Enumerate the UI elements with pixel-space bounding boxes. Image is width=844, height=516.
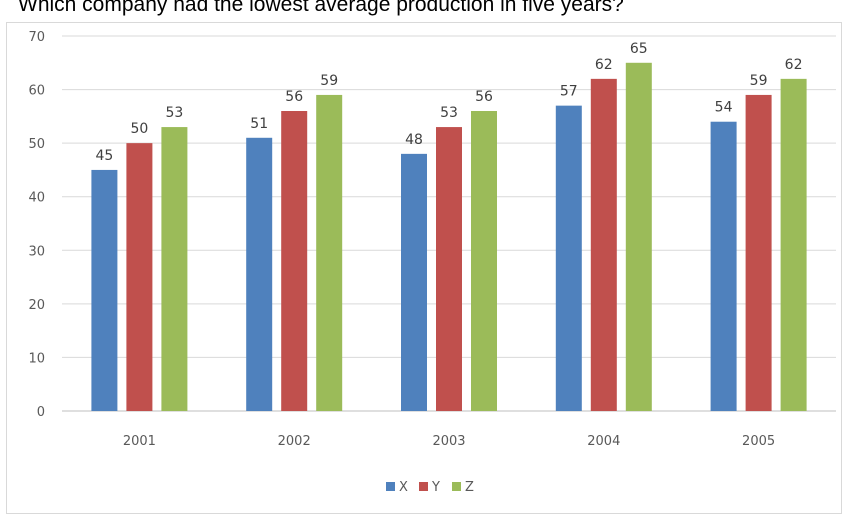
x-tick-label: 2003 <box>432 434 465 449</box>
bar-z-2002 <box>316 94 343 411</box>
data-label: 65 <box>630 41 648 57</box>
legend-swatch-z <box>452 482 461 491</box>
y-tick-label: 40 <box>28 191 45 206</box>
data-label: 59 <box>750 73 768 89</box>
bar-z-2001 <box>161 127 188 412</box>
data-label: 45 <box>95 148 113 164</box>
bar-x-2002 <box>246 137 273 412</box>
legend-label-z: Z <box>465 480 474 495</box>
bar-y-2001 <box>126 143 153 411</box>
legend-label-y: Y <box>431 480 440 495</box>
legend-swatch-y <box>419 482 428 491</box>
y-tick-label: 60 <box>28 84 45 99</box>
bar-z-2004 <box>625 62 652 412</box>
x-tick-label: 2002 <box>278 434 311 449</box>
data-label: 59 <box>320 73 338 89</box>
data-label: 57 <box>560 84 578 100</box>
y-tick-label: 20 <box>28 298 45 313</box>
data-label: 50 <box>130 121 148 137</box>
bar-x-2004 <box>555 105 582 412</box>
data-label: 56 <box>475 89 493 105</box>
bar-y-2004 <box>590 78 617 411</box>
data-label: 53 <box>165 105 183 121</box>
bar-x-2001 <box>91 169 118 411</box>
data-label: 62 <box>595 57 613 73</box>
data-label: 48 <box>405 132 423 148</box>
bar-z-2003 <box>471 111 497 411</box>
data-label: 51 <box>250 116 268 132</box>
bar-z-2005 <box>780 78 807 411</box>
data-label: 62 <box>785 57 803 73</box>
y-tick-label: 70 <box>28 30 45 45</box>
legend-swatch-x <box>386 482 395 491</box>
x-tick-label: 2004 <box>587 434 620 449</box>
data-label: 56 <box>285 89 303 105</box>
bar-x-2003 <box>401 153 427 411</box>
y-tick-label: 30 <box>28 244 45 259</box>
y-tick-label: 50 <box>28 137 45 152</box>
data-label: 54 <box>715 100 733 116</box>
chart-frame <box>6 22 842 514</box>
x-tick-label: 2001 <box>123 434 156 449</box>
data-label: 53 <box>440 105 458 121</box>
bar-y-2003 <box>436 127 462 412</box>
bar-y-2002 <box>281 111 308 411</box>
y-tick-label: 10 <box>28 351 45 366</box>
bar-y-2005 <box>745 94 772 411</box>
question-text: Which company had the lowest average pro… <box>18 0 624 16</box>
bar-x-2005 <box>710 121 737 411</box>
y-tick-label: 0 <box>37 405 45 420</box>
x-tick-label: 2005 <box>742 434 775 449</box>
legend-label-x: X <box>399 480 408 495</box>
